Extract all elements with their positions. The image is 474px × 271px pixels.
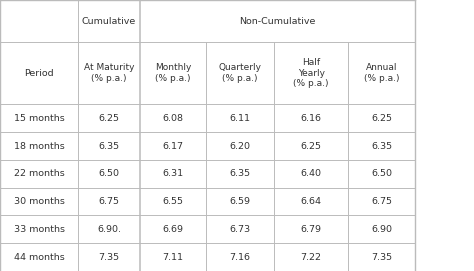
Text: Quarterly
(% p.a.): Quarterly (% p.a.) — [219, 63, 262, 83]
Text: Period: Period — [24, 69, 54, 78]
Text: 33 months: 33 months — [14, 225, 64, 234]
Text: Cumulative: Cumulative — [82, 17, 136, 25]
Text: 6.40: 6.40 — [301, 169, 322, 178]
Text: 6.16: 6.16 — [301, 114, 322, 123]
Text: 30 months: 30 months — [14, 197, 64, 206]
Text: Monthly
(% p.a.): Monthly (% p.a.) — [155, 63, 191, 83]
Text: 6.75: 6.75 — [99, 197, 119, 206]
Text: 15 months: 15 months — [14, 114, 64, 123]
Text: 6.75: 6.75 — [371, 197, 392, 206]
Text: Half
Yearly
(% p.a.): Half Yearly (% p.a.) — [293, 58, 329, 88]
Text: 7.22: 7.22 — [301, 253, 322, 262]
Text: 7.11: 7.11 — [163, 253, 183, 262]
Text: 7.35: 7.35 — [99, 253, 119, 262]
Text: 6.64: 6.64 — [301, 197, 322, 206]
Text: 6.35: 6.35 — [371, 141, 392, 150]
Text: 6.90: 6.90 — [371, 225, 392, 234]
Text: 7.16: 7.16 — [229, 253, 251, 262]
Text: 6.25: 6.25 — [301, 141, 322, 150]
Text: 6.69: 6.69 — [163, 225, 183, 234]
Text: 6.20: 6.20 — [229, 141, 251, 150]
Text: Annual
(% p.a.): Annual (% p.a.) — [364, 63, 399, 83]
Text: 44 months: 44 months — [14, 253, 64, 262]
Text: 6.31: 6.31 — [163, 169, 183, 178]
Text: 6.90.: 6.90. — [97, 225, 121, 234]
Text: 6.35: 6.35 — [99, 141, 119, 150]
Text: 6.11: 6.11 — [229, 114, 251, 123]
Text: 6.08: 6.08 — [163, 114, 183, 123]
Text: 6.35: 6.35 — [229, 169, 251, 178]
Text: 6.50: 6.50 — [371, 169, 392, 178]
Text: 18 months: 18 months — [14, 141, 64, 150]
Text: 7.35: 7.35 — [371, 253, 392, 262]
Text: 6.25: 6.25 — [371, 114, 392, 123]
Text: Non-Cumulative: Non-Cumulative — [239, 17, 316, 25]
Text: 6.73: 6.73 — [229, 225, 251, 234]
Text: 6.55: 6.55 — [163, 197, 183, 206]
Text: At Maturity
(% p.a.): At Maturity (% p.a.) — [84, 63, 134, 83]
Text: 22 months: 22 months — [14, 169, 64, 178]
Text: 6.25: 6.25 — [99, 114, 119, 123]
Text: 6.59: 6.59 — [229, 197, 251, 206]
Text: 6.79: 6.79 — [301, 225, 322, 234]
Text: 6.50: 6.50 — [99, 169, 119, 178]
Text: 6.17: 6.17 — [163, 141, 183, 150]
